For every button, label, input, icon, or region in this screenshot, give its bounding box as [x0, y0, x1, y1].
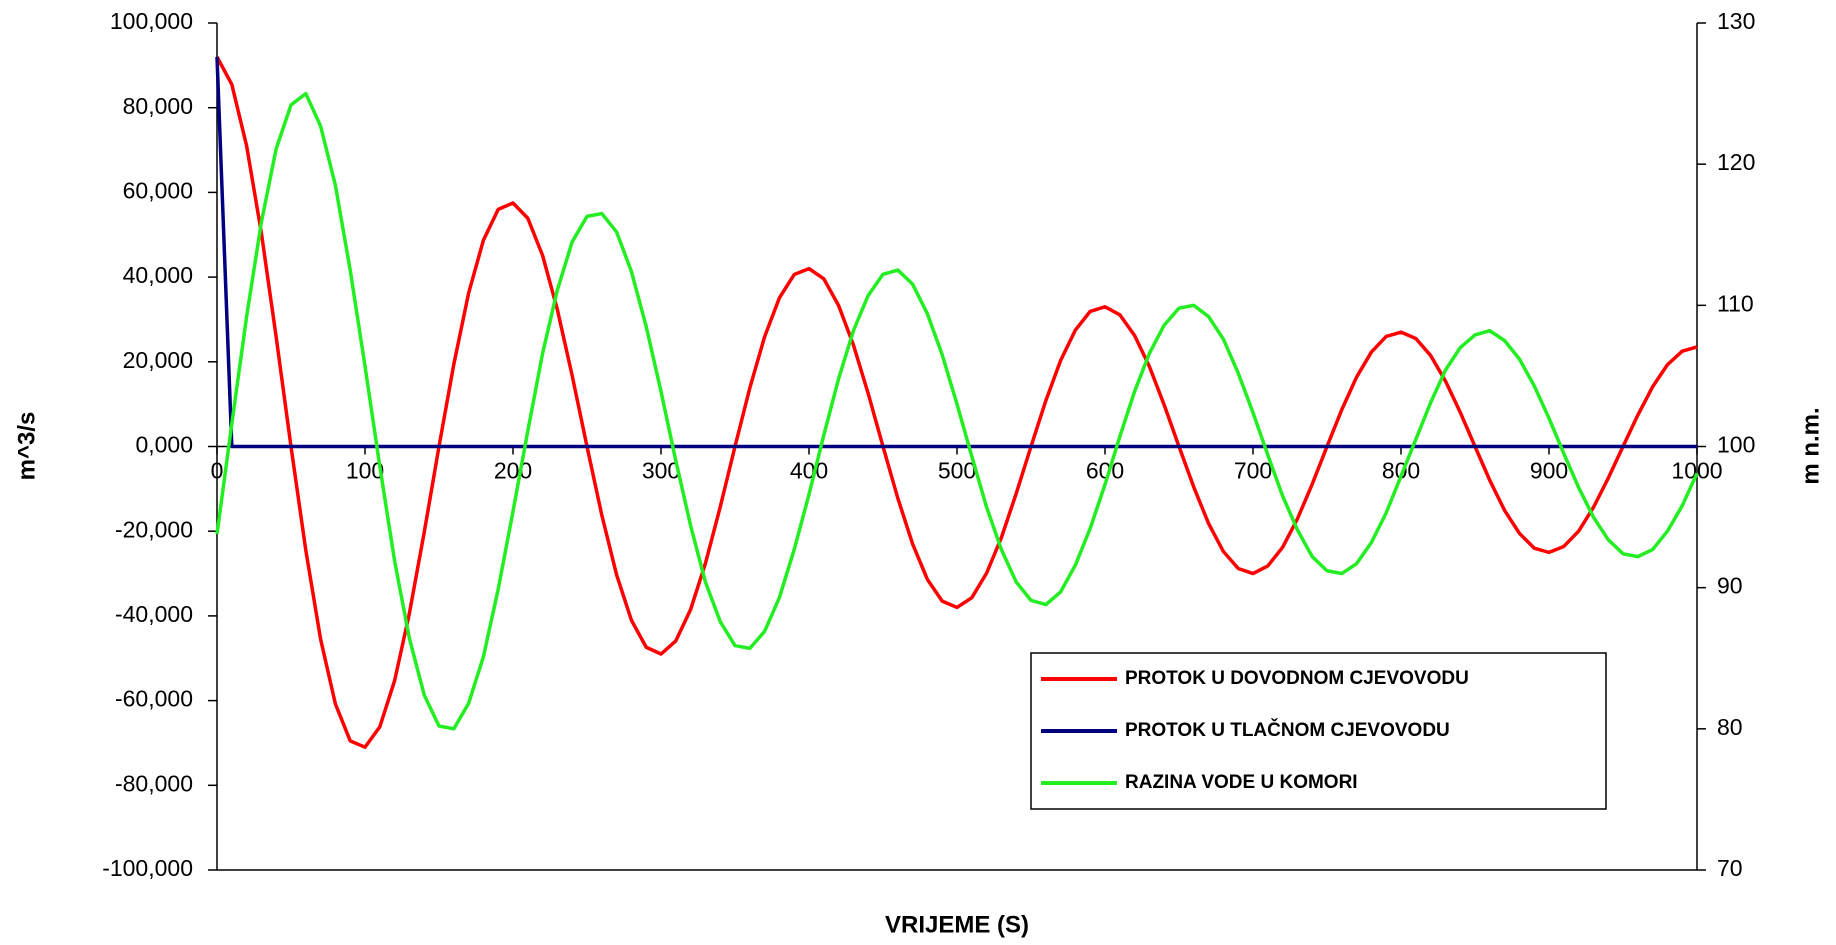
- y-tick-label: 0,000: [135, 432, 193, 458]
- y-tick-label: 20,000: [123, 347, 193, 373]
- y2-tick-label: 100: [1717, 432, 1755, 458]
- y2-tick-label: 120: [1717, 149, 1755, 175]
- legend-label: PROTOK U TLAČNOM CJEVOVODU: [1125, 719, 1450, 741]
- y2-tick-label: 70: [1717, 855, 1743, 881]
- y2-tick-label: 90: [1717, 573, 1743, 599]
- y-axis-title: m^3/s: [13, 412, 40, 481]
- x-tick-label: 400: [790, 458, 828, 484]
- y-tick-label: -60,000: [115, 686, 193, 712]
- x-tick-label: 700: [1234, 458, 1272, 484]
- legend-box: [1030, 652, 1607, 810]
- y2-tick-label: 130: [1717, 8, 1755, 34]
- y2-tick-label: 80: [1717, 714, 1743, 740]
- series-line: [215, 56, 1697, 449]
- y-tick-label: -100,000: [102, 855, 193, 881]
- x-tick-label: 0: [211, 458, 224, 484]
- series-line: [215, 56, 1698, 749]
- y-tick-label: 80,000: [123, 93, 193, 119]
- series-line: [215, 91, 1699, 731]
- y-tick-label: 40,000: [123, 262, 193, 288]
- y-tick-label: -40,000: [115, 601, 193, 627]
- legend-label: PROTOK U DOVODNOM CJEVOVODU: [1125, 668, 1469, 689]
- x-tick-label: 500: [938, 458, 976, 484]
- legend-label: RAZINA VODE U KOMORI: [1125, 772, 1358, 793]
- y2-axis-title: m n.m.: [1797, 407, 1824, 484]
- x-axis-title: VRIJEME (S): [885, 911, 1029, 938]
- x-tick-label: 1000: [1671, 458, 1722, 484]
- y-tick-label: -80,000: [115, 770, 193, 796]
- x-tick-label: 200: [494, 458, 532, 484]
- y2-tick-label: 110: [1717, 290, 1754, 316]
- y-tick-label: 100,000: [110, 8, 193, 34]
- x-tick-label: 300: [642, 458, 680, 484]
- x-tick-label: 900: [1530, 458, 1568, 484]
- y-tick-label: 60,000: [123, 177, 193, 203]
- y-tick-label: -20,000: [115, 516, 193, 542]
